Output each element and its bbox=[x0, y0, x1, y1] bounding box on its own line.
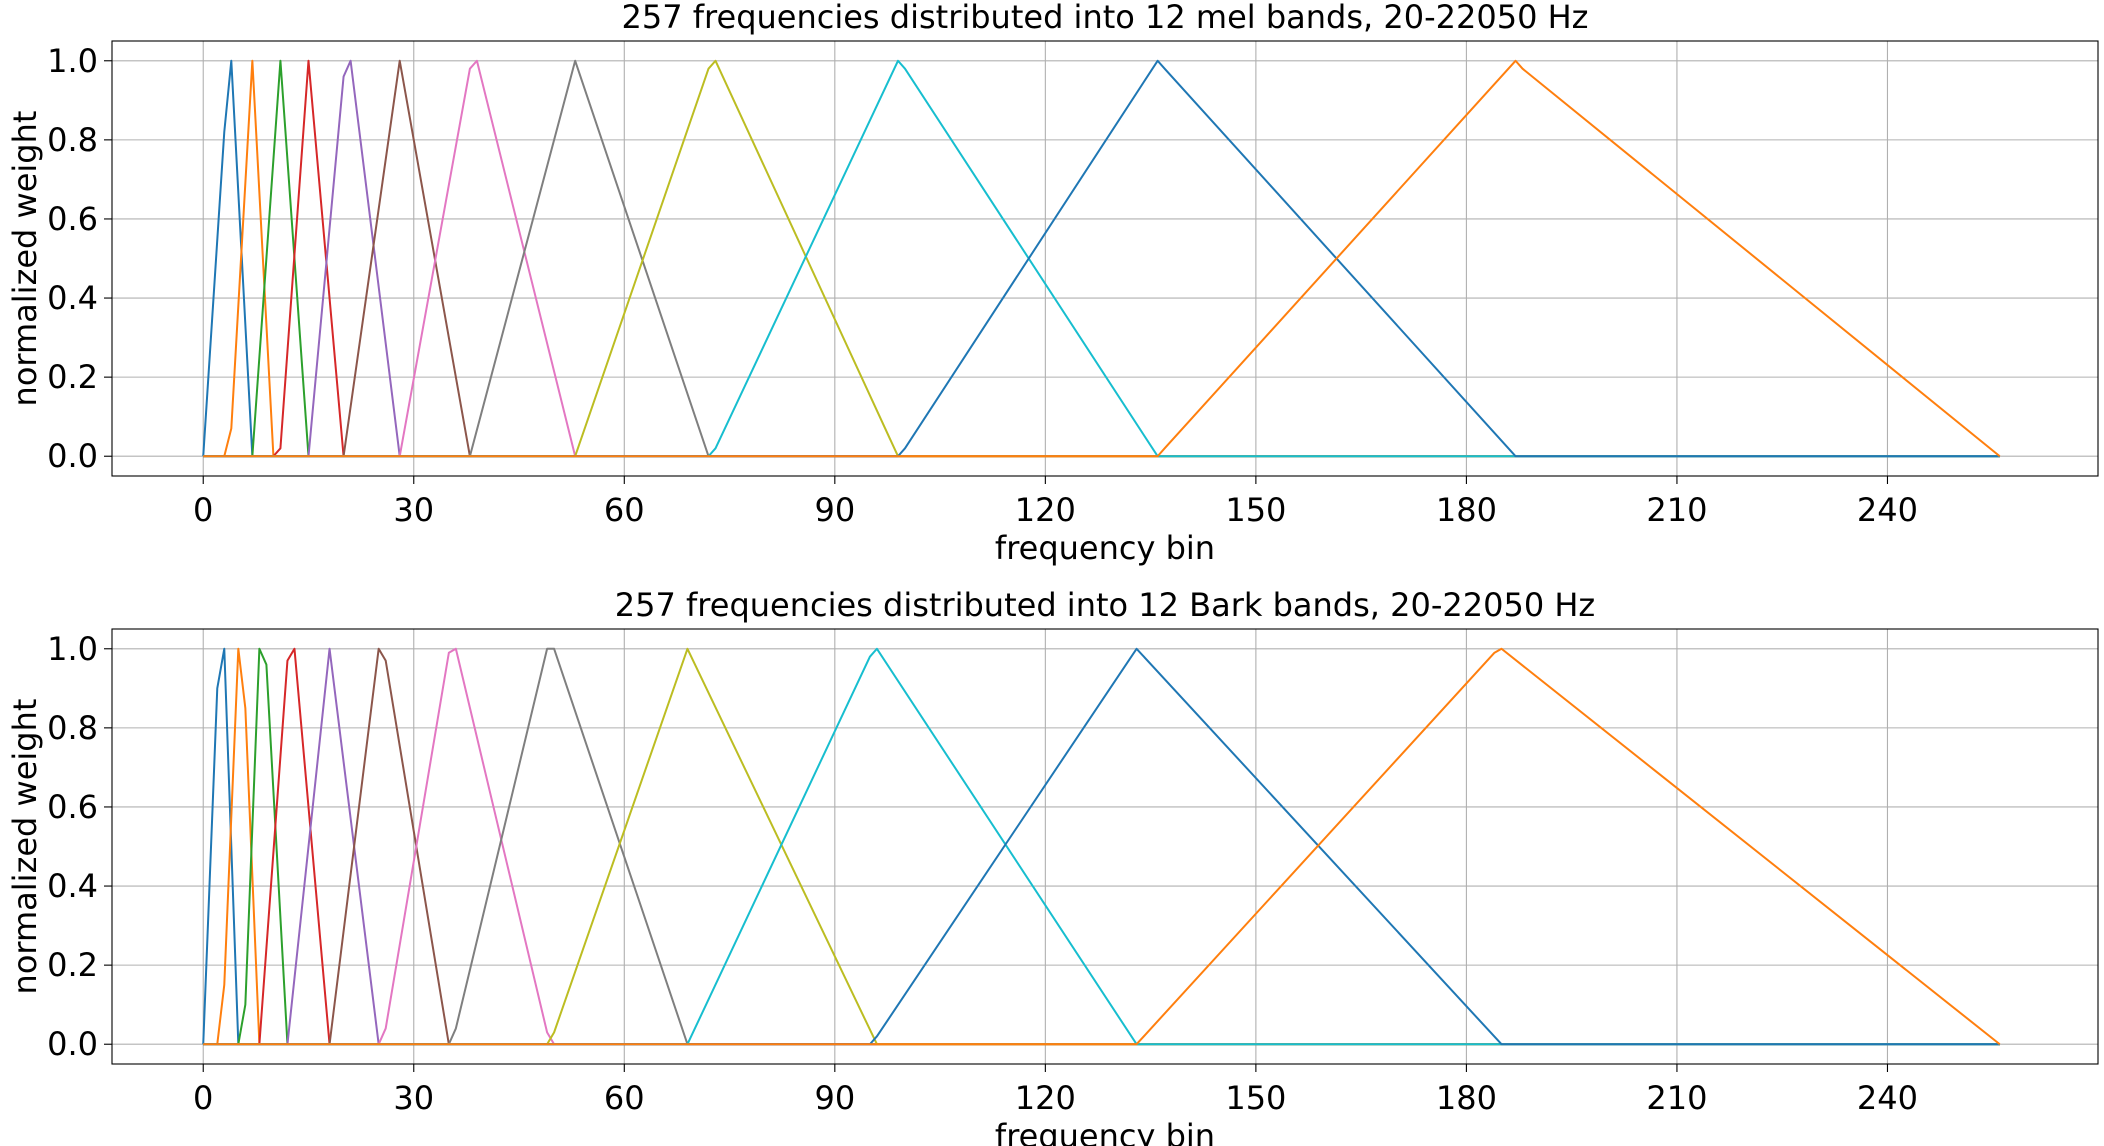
x-axis-label: frequency bin bbox=[995, 529, 1215, 567]
x-axis-label: frequency bin bbox=[995, 1117, 1215, 1146]
band-filter-line-3 bbox=[203, 59, 2000, 458]
y-tick-label: 0.8 bbox=[47, 121, 98, 159]
x-tick-label: 0 bbox=[193, 491, 213, 529]
y-tick-label: 0.2 bbox=[47, 358, 98, 396]
x-tick-label: 210 bbox=[1646, 1079, 1707, 1117]
band-filter-line-12 bbox=[203, 647, 2001, 1046]
y-tick-label: 0.6 bbox=[47, 200, 98, 238]
band-filter-line-1 bbox=[202, 59, 2000, 458]
x-tick-label: 0 bbox=[193, 1079, 213, 1117]
band-filter-line-4 bbox=[203, 647, 2000, 1046]
band-filter-line-7 bbox=[203, 647, 2000, 1046]
band-filter-line-8 bbox=[203, 647, 2000, 1046]
chart-title: 257 frequencies distributed into 12 Bark… bbox=[615, 586, 1595, 624]
x-tick-label: 120 bbox=[1015, 491, 1076, 529]
y-tick-label: 0.2 bbox=[47, 946, 98, 984]
band-filter-line-10 bbox=[203, 59, 2000, 458]
plot-frame bbox=[111, 40, 2099, 477]
y-tick-label: 0.0 bbox=[47, 1025, 98, 1063]
band-filter-line-4 bbox=[203, 59, 2000, 458]
x-tick-label: 30 bbox=[393, 491, 434, 529]
x-tick-label: 90 bbox=[814, 491, 855, 529]
x-tick-label: 240 bbox=[1857, 491, 1918, 529]
band-filter-line-11 bbox=[203, 59, 2000, 458]
x-tick-label: 60 bbox=[604, 491, 645, 529]
chart-title: 257 frequencies distributed into 12 mel … bbox=[622, 0, 1589, 36]
band-filter-line-5 bbox=[203, 647, 2000, 1046]
y-tick-label: 1.0 bbox=[47, 42, 98, 80]
band-filter-line-3 bbox=[203, 647, 2000, 1046]
x-tick-label: 150 bbox=[1225, 491, 1286, 529]
band-filter-line-2 bbox=[203, 647, 2000, 1046]
band-filter-line-9 bbox=[203, 647, 2000, 1046]
y-tick-label: 1.0 bbox=[47, 630, 98, 668]
y-tick-label: 0.4 bbox=[47, 279, 98, 317]
panel-2: 0 30 60 90 120 150 180 210 240 0.0 0.2 0.4 0.6 0.8 1.0… bbox=[6, 586, 2099, 1146]
band-filter-line-1 bbox=[202, 647, 2000, 1046]
band-filter-line-8 bbox=[203, 59, 2000, 458]
x-tick-label: 60 bbox=[604, 1079, 645, 1117]
panel-1: 0 30 60 90 120 150 180 210 240 0.0 0.2 0.4 0.6 0.8 1.0… bbox=[6, 0, 2099, 567]
x-tick-label: 210 bbox=[1646, 491, 1707, 529]
y-tick-label: 0.6 bbox=[47, 788, 98, 826]
plot-frame bbox=[111, 628, 2099, 1065]
x-tick-label: 90 bbox=[814, 1079, 855, 1117]
band-filter-line-12 bbox=[203, 59, 2001, 458]
x-tick-label: 30 bbox=[393, 1079, 434, 1117]
band-filter-line-2 bbox=[203, 59, 2000, 458]
y-tick-label: 0.0 bbox=[47, 437, 98, 475]
y-tick-label: 0.4 bbox=[47, 867, 98, 905]
band-filter-line-7 bbox=[203, 59, 2000, 458]
x-tick-label: 180 bbox=[1436, 1079, 1497, 1117]
x-tick-label: 120 bbox=[1015, 1079, 1076, 1117]
x-tick-label: 150 bbox=[1225, 1079, 1286, 1117]
y-axis-label: normalized weight bbox=[6, 111, 44, 407]
x-tick-label: 240 bbox=[1857, 1079, 1918, 1117]
y-tick-label: 0.8 bbox=[47, 709, 98, 747]
band-filter-line-6 bbox=[203, 647, 2000, 1046]
band-filter-line-6 bbox=[203, 59, 2000, 458]
y-axis-label: normalized weight bbox=[6, 699, 44, 995]
x-tick-label: 180 bbox=[1436, 491, 1497, 529]
band-filter-line-11 bbox=[203, 647, 2000, 1046]
band-filter-line-10 bbox=[203, 647, 2000, 1046]
band-filter-line-5 bbox=[203, 59, 2000, 458]
band-filter-line-9 bbox=[203, 59, 2000, 458]
